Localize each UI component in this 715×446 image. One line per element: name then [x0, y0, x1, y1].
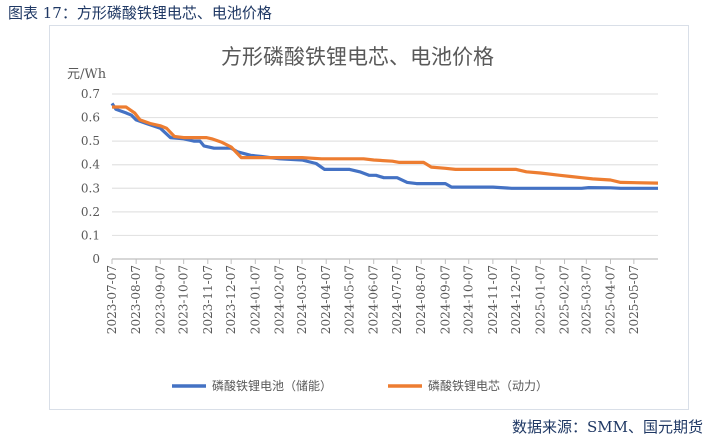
y-axis-unit: 元/Wh: [67, 67, 107, 82]
y-tick-label: 0: [92, 252, 100, 266]
series-line-1: [112, 105, 659, 185]
x-tick-label: 2025-05-07: [627, 265, 641, 334]
y-tick-label: 0.7: [81, 87, 100, 101]
x-tick-label: 2023-10-07: [177, 265, 191, 334]
y-tick-label: 0.2: [81, 205, 100, 219]
x-tick-label: 2025-03-07: [579, 265, 593, 334]
x-tick-label: 2024-02-07: [272, 265, 286, 334]
x-tick-label: 2024-09-07: [438, 265, 452, 334]
x-tick-label: 2024-06-07: [367, 265, 381, 334]
x-tick-label: 2024-01-07: [248, 265, 262, 334]
x-tick-label: 2025-04-07: [603, 265, 617, 334]
x-tick-label: 2024-03-07: [295, 265, 309, 334]
x-tick-label: 2024-04-07: [319, 265, 333, 334]
figure-title: 图表 17：方形磷酸铁锂电芯、电池价格: [8, 4, 272, 22]
chart-title: 方形磷酸铁锂电芯、电池价格: [221, 45, 494, 69]
x-tick-label: 2024-07-07: [390, 265, 404, 334]
x-tick-label: 2024-10-07: [462, 265, 476, 334]
x-tick-label: 2024-12-07: [509, 265, 523, 334]
y-tick-label: 0.1: [81, 228, 100, 242]
x-tick-label: 2024-08-07: [414, 265, 428, 334]
series-line-0: [110, 102, 658, 190]
x-tick-label: 2023-07-07: [105, 265, 119, 334]
x-tick-label: 2025-01-07: [533, 265, 547, 334]
legend-label-1: 磷酸铁锂电芯（动力）: [428, 378, 548, 393]
x-tick-label: 2023-12-07: [224, 265, 238, 334]
y-tick-label: 0.6: [81, 111, 100, 125]
x-tick-label: 2023-08-07: [129, 265, 143, 334]
chart-frame: [49, 25, 689, 410]
legend-label-0: 磷酸铁锂电池（储能）: [212, 378, 332, 393]
x-tick-label: 2023-11-07: [201, 265, 215, 334]
x-tick-label: 2024-05-07: [343, 265, 357, 334]
y-tick-label: 0.3: [81, 181, 100, 195]
x-tick-label: 2024-11-07: [486, 265, 500, 334]
source-note: 数据来源：SMM、国元期货: [512, 418, 703, 436]
y-tick-label: 0.5: [81, 134, 100, 148]
y-tick-label: 0.4: [81, 158, 100, 172]
x-tick-label: 2023-09-07: [153, 265, 167, 334]
x-tick-label: 2025-02-07: [558, 265, 572, 334]
